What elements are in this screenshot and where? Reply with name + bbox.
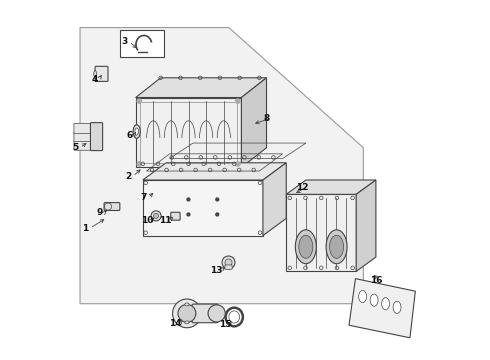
Text: 4: 4	[91, 75, 98, 84]
Circle shape	[178, 305, 196, 322]
FancyBboxPatch shape	[104, 203, 120, 211]
Circle shape	[225, 259, 232, 266]
Ellipse shape	[185, 303, 189, 306]
Text: 10: 10	[141, 216, 154, 225]
Circle shape	[187, 198, 190, 201]
Polygon shape	[143, 163, 286, 180]
Polygon shape	[136, 98, 242, 167]
Text: 12: 12	[296, 183, 309, 192]
FancyBboxPatch shape	[74, 123, 94, 134]
Text: 9: 9	[97, 208, 103, 217]
Circle shape	[216, 213, 219, 216]
FancyBboxPatch shape	[95, 66, 108, 81]
FancyBboxPatch shape	[120, 30, 164, 57]
Polygon shape	[263, 163, 286, 235]
Ellipse shape	[370, 294, 378, 306]
Polygon shape	[143, 180, 263, 235]
FancyBboxPatch shape	[192, 304, 218, 323]
Text: 7: 7	[141, 193, 147, 202]
FancyBboxPatch shape	[74, 132, 94, 141]
Circle shape	[172, 299, 201, 328]
Ellipse shape	[382, 298, 390, 310]
Text: 5: 5	[73, 143, 79, 152]
Ellipse shape	[185, 321, 189, 324]
Polygon shape	[136, 78, 267, 98]
Ellipse shape	[94, 71, 97, 77]
FancyBboxPatch shape	[74, 140, 94, 150]
Circle shape	[187, 213, 190, 216]
Ellipse shape	[359, 291, 367, 303]
Text: 14: 14	[169, 319, 181, 328]
Ellipse shape	[299, 235, 313, 258]
Circle shape	[137, 162, 141, 166]
Text: 15: 15	[219, 320, 232, 329]
FancyBboxPatch shape	[171, 212, 180, 220]
Ellipse shape	[295, 230, 317, 264]
Circle shape	[137, 99, 141, 103]
Circle shape	[222, 256, 235, 269]
Polygon shape	[80, 28, 364, 304]
Text: 3: 3	[122, 37, 128, 46]
Ellipse shape	[393, 301, 401, 314]
Circle shape	[216, 198, 219, 201]
Ellipse shape	[326, 230, 347, 264]
Ellipse shape	[133, 125, 140, 138]
Text: 16: 16	[369, 276, 382, 285]
Ellipse shape	[330, 235, 343, 258]
Text: 11: 11	[159, 216, 171, 225]
Text: 13: 13	[210, 266, 222, 275]
Text: 8: 8	[264, 114, 270, 123]
FancyBboxPatch shape	[91, 123, 102, 150]
Polygon shape	[356, 180, 376, 271]
Polygon shape	[286, 180, 376, 194]
Polygon shape	[286, 194, 356, 271]
Text: 1: 1	[82, 224, 89, 233]
Circle shape	[236, 99, 240, 103]
Circle shape	[236, 162, 240, 166]
Text: 2: 2	[125, 172, 132, 181]
Polygon shape	[349, 279, 416, 338]
Circle shape	[151, 211, 161, 221]
Circle shape	[153, 213, 159, 219]
Circle shape	[208, 305, 225, 322]
Text: 6: 6	[126, 131, 133, 140]
Ellipse shape	[135, 128, 139, 135]
Polygon shape	[242, 78, 267, 167]
FancyBboxPatch shape	[225, 265, 232, 269]
